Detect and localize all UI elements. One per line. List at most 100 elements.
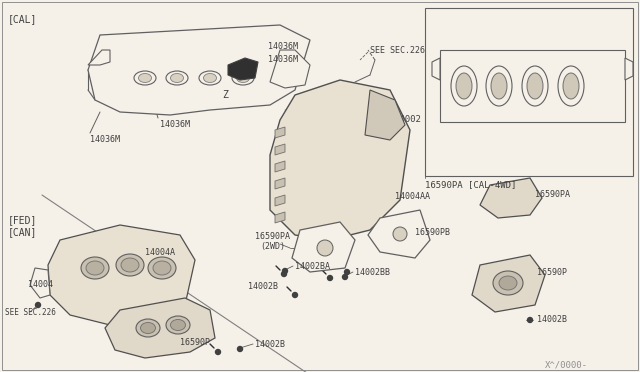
Polygon shape [88, 25, 310, 115]
Text: C: C [496, 133, 502, 142]
Text: 14002B: 14002B [248, 282, 278, 291]
Polygon shape [275, 178, 285, 189]
Polygon shape [472, 255, 545, 312]
Circle shape [527, 317, 532, 323]
Text: C: C [496, 39, 502, 48]
Text: C: C [532, 39, 538, 48]
Text: 14004AA: 14004AA [395, 192, 430, 201]
Circle shape [237, 346, 243, 352]
Text: C: C [532, 133, 538, 142]
Polygon shape [368, 210, 430, 258]
Polygon shape [275, 127, 285, 138]
Text: 14004: 14004 [28, 280, 53, 289]
Text: 16590PB: 16590PB [415, 228, 450, 237]
Ellipse shape [527, 73, 543, 99]
Text: 16590P: 16590P [537, 268, 567, 277]
Ellipse shape [558, 66, 584, 106]
Ellipse shape [86, 261, 104, 275]
Polygon shape [228, 58, 258, 80]
Ellipse shape [166, 71, 188, 85]
Text: [CAL]: [CAL] [8, 14, 37, 24]
Text: C: C [568, 39, 573, 48]
Text: (2WD): (2WD) [260, 242, 285, 251]
Text: C: C [568, 133, 573, 142]
Bar [440, 50, 625, 122]
Ellipse shape [81, 257, 109, 279]
Text: 14002: 14002 [395, 115, 422, 124]
Text: (C) STUD 14004A,NUT 14004B: (C) STUD 14004A,NUT 14004B [432, 143, 562, 152]
Ellipse shape [170, 320, 186, 330]
Ellipse shape [237, 74, 250, 83]
Polygon shape [270, 50, 310, 88]
Polygon shape [625, 58, 633, 80]
Polygon shape [292, 222, 355, 272]
Circle shape [328, 276, 333, 280]
Ellipse shape [116, 254, 144, 276]
Circle shape [393, 227, 407, 241]
Ellipse shape [232, 71, 254, 85]
Ellipse shape [121, 258, 139, 272]
Text: 16590PA [CAL-4WD]: 16590PA [CAL-4WD] [425, 180, 516, 189]
Circle shape [342, 275, 348, 279]
Ellipse shape [141, 323, 156, 334]
Text: 14002B: 14002B [255, 340, 285, 349]
Circle shape [292, 292, 298, 298]
Text: 14036M: 14036M [90, 135, 120, 144]
Polygon shape [275, 195, 285, 206]
Polygon shape [275, 144, 285, 155]
Text: 14002B: 14002B [537, 315, 567, 324]
Text: [CAN]: [CAN] [8, 227, 37, 237]
Bar [425, 8, 633, 176]
Ellipse shape [170, 74, 184, 83]
Ellipse shape [456, 73, 472, 99]
Polygon shape [275, 161, 285, 172]
Text: 14002BB: 14002BB [355, 268, 390, 277]
Text: X^/0000-: X^/0000- [545, 360, 588, 369]
Text: VIEW 'Z': VIEW 'Z' [444, 27, 491, 37]
Circle shape [216, 350, 221, 355]
Ellipse shape [563, 73, 579, 99]
Text: EXHAUST MANIFOLD FITTING: EXHAUST MANIFOLD FITTING [432, 16, 573, 26]
Ellipse shape [491, 73, 507, 99]
Text: [FED]: [FED] [8, 215, 37, 225]
Polygon shape [480, 178, 542, 218]
Ellipse shape [148, 257, 176, 279]
Polygon shape [270, 80, 410, 240]
Ellipse shape [136, 319, 160, 337]
Ellipse shape [166, 316, 190, 334]
Text: C: C [461, 133, 467, 142]
Text: 16590PA: 16590PA [535, 190, 570, 199]
Ellipse shape [486, 66, 512, 106]
Ellipse shape [522, 66, 548, 106]
Circle shape [317, 240, 333, 256]
Text: 14002BA: 14002BA [295, 262, 330, 271]
Polygon shape [48, 225, 195, 325]
Ellipse shape [451, 66, 477, 106]
Circle shape [35, 302, 40, 308]
Text: SEE SEC.226: SEE SEC.226 [5, 308, 56, 317]
Text: Z: Z [222, 90, 228, 100]
Polygon shape [30, 268, 50, 298]
Ellipse shape [493, 271, 523, 295]
Ellipse shape [499, 276, 517, 290]
Ellipse shape [134, 71, 156, 85]
Text: 16590PA: 16590PA [255, 232, 290, 241]
Polygon shape [105, 298, 215, 358]
Polygon shape [88, 50, 110, 65]
Circle shape [282, 272, 287, 276]
Ellipse shape [199, 71, 221, 85]
Text: SEE SEC.226: SEE SEC.226 [370, 46, 425, 55]
Text: 14036M: 14036M [268, 42, 298, 51]
Ellipse shape [153, 261, 171, 275]
Polygon shape [365, 90, 405, 140]
Text: 16590P: 16590P [180, 338, 210, 347]
Text: 14036M: 14036M [160, 120, 190, 129]
Text: C: C [461, 39, 467, 48]
Ellipse shape [138, 74, 152, 83]
Text: 14004A: 14004A [145, 248, 175, 257]
Circle shape [344, 269, 349, 275]
Polygon shape [432, 58, 440, 80]
Circle shape [282, 269, 287, 273]
Polygon shape [275, 212, 285, 223]
Ellipse shape [204, 74, 216, 83]
